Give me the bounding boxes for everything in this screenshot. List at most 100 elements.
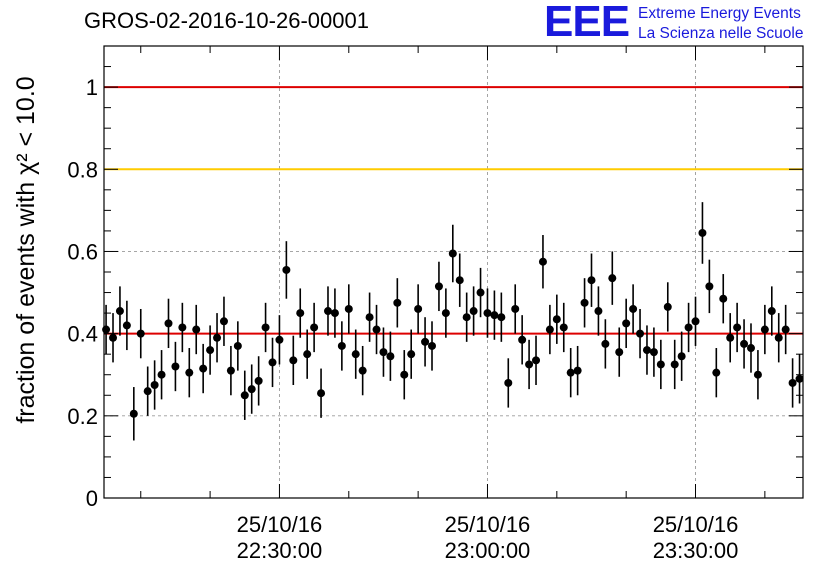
data-point xyxy=(545,325,554,334)
data-point xyxy=(656,360,665,369)
data-point xyxy=(455,276,464,285)
data-point xyxy=(504,378,513,387)
data-point xyxy=(428,341,437,350)
data-point xyxy=(649,348,658,357)
data-point xyxy=(122,321,131,330)
data-point xyxy=(233,341,242,350)
data-point xyxy=(178,323,187,332)
data-point xyxy=(317,389,326,398)
data-point xyxy=(538,257,547,266)
data-point xyxy=(323,307,332,316)
data-point xyxy=(691,317,700,326)
data-point xyxy=(636,329,645,338)
data-point xyxy=(136,329,145,338)
data-point xyxy=(663,302,672,311)
data-point xyxy=(462,313,471,322)
data-point xyxy=(254,376,263,385)
eee-logo-letters: EEE xyxy=(544,0,630,46)
data-point xyxy=(746,344,755,353)
y-axis-label: fraction of events with χ² < 10.0 xyxy=(12,76,40,423)
data-point xyxy=(282,265,291,274)
data-point xyxy=(629,304,638,313)
data-point xyxy=(129,409,138,418)
data-point xyxy=(247,385,256,394)
data-point xyxy=(559,323,568,332)
data-points xyxy=(102,202,804,441)
data-point xyxy=(476,288,485,297)
data-point xyxy=(587,276,596,285)
data-point xyxy=(719,294,728,303)
data-point xyxy=(670,360,679,369)
data-point xyxy=(206,346,215,355)
x-tick-label-date: 25/10/16 xyxy=(237,512,323,537)
data-point xyxy=(344,304,353,313)
data-point xyxy=(351,350,360,359)
data-point xyxy=(303,350,312,359)
data-point xyxy=(608,274,617,283)
data-point xyxy=(421,337,430,346)
data-point xyxy=(788,378,797,387)
data-point xyxy=(434,282,443,291)
data-point xyxy=(240,391,249,400)
data-point xyxy=(407,350,416,359)
data-point xyxy=(511,304,520,313)
data-point xyxy=(109,333,118,342)
axis-ticks xyxy=(104,46,803,499)
data-point xyxy=(622,319,631,328)
eee-logo-line-1: Extreme Energy Events xyxy=(638,5,801,22)
eee-logo: EEE Extreme Energy Events La Scienza nel… xyxy=(544,0,834,46)
data-point xyxy=(226,366,235,375)
data-point xyxy=(372,325,381,334)
x-tick-label-date: 25/10/16 xyxy=(653,512,739,537)
y-tick-label: 0.2 xyxy=(67,404,98,429)
data-point xyxy=(115,307,124,316)
reference-lines xyxy=(104,86,803,335)
data-point xyxy=(684,323,693,332)
y-tick-label: 0.6 xyxy=(67,239,98,264)
data-point xyxy=(469,307,478,316)
data-point xyxy=(199,364,208,373)
data-point xyxy=(330,309,339,318)
y-tick-label: 1 xyxy=(86,75,98,100)
data-point xyxy=(760,325,769,334)
data-point xyxy=(289,356,298,365)
data-point xyxy=(441,309,450,318)
data-point xyxy=(157,370,166,379)
data-point xyxy=(213,333,222,342)
x-tick-label-time: 23:30:00 xyxy=(653,538,739,563)
eee-logo-line-2: La Scienza nelle Scuole xyxy=(638,25,804,42)
data-point xyxy=(268,358,277,367)
data-point xyxy=(566,368,575,377)
x-tick-labels: 25/10/1622:30:0025/10/1623:00:0025/10/16… xyxy=(237,512,739,563)
y-tick-label: 0.8 xyxy=(67,157,98,182)
data-point xyxy=(219,317,228,326)
data-point xyxy=(518,335,527,344)
data-point xyxy=(185,368,194,377)
data-point xyxy=(740,339,749,348)
data-point xyxy=(552,315,561,324)
data-point xyxy=(365,313,374,322)
data-point xyxy=(164,319,173,328)
data-point xyxy=(102,325,111,334)
data-point xyxy=(192,325,201,334)
data-point xyxy=(143,387,152,396)
data-point xyxy=(275,335,284,344)
chart-title: GROS-02-2016-10-26-00001 xyxy=(84,8,369,33)
data-point xyxy=(483,309,492,318)
data-point xyxy=(642,346,651,355)
data-point xyxy=(448,249,457,258)
data-point xyxy=(615,348,624,357)
y-tick-label: 0 xyxy=(86,486,98,511)
data-point xyxy=(677,352,686,361)
data-point xyxy=(414,304,423,313)
data-point xyxy=(525,360,534,369)
data-point xyxy=(712,368,721,377)
data-point xyxy=(310,323,319,332)
data-point xyxy=(753,370,762,379)
data-point xyxy=(296,309,305,318)
data-point xyxy=(698,228,707,237)
data-point xyxy=(358,366,367,375)
data-point xyxy=(733,323,742,332)
data-point xyxy=(386,352,395,361)
